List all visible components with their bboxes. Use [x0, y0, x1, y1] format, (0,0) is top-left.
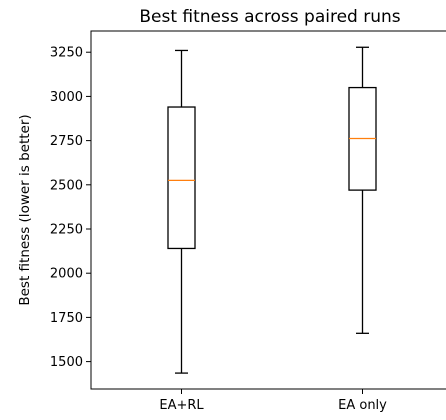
y-axis-label: Best fitness (lower is better): [17, 114, 33, 305]
y-tick-label: 3000: [50, 90, 83, 105]
y-tick-label: 2500: [50, 178, 83, 193]
chart-title: Best fitness across paired runs: [139, 7, 400, 27]
y-tick-label: 3250: [50, 46, 83, 61]
y-tick-label: 2000: [50, 267, 83, 282]
plot-area: 1500 1750 2000 2250 2500 2750 3000 3250 EA+RL EA …: [50, 46, 387, 413]
plot-frame: [90, 30, 446, 390]
x-tick-label: EA only: [338, 398, 387, 413]
y-tick-label: 1750: [50, 311, 83, 326]
y-tick-label: 2750: [50, 134, 83, 149]
y-tick-label: 2250: [50, 223, 83, 238]
x-tick-label: EA+RL: [159, 398, 204, 413]
y-tick-label: 1500: [50, 355, 83, 370]
box-iqr: [167, 106, 196, 250]
